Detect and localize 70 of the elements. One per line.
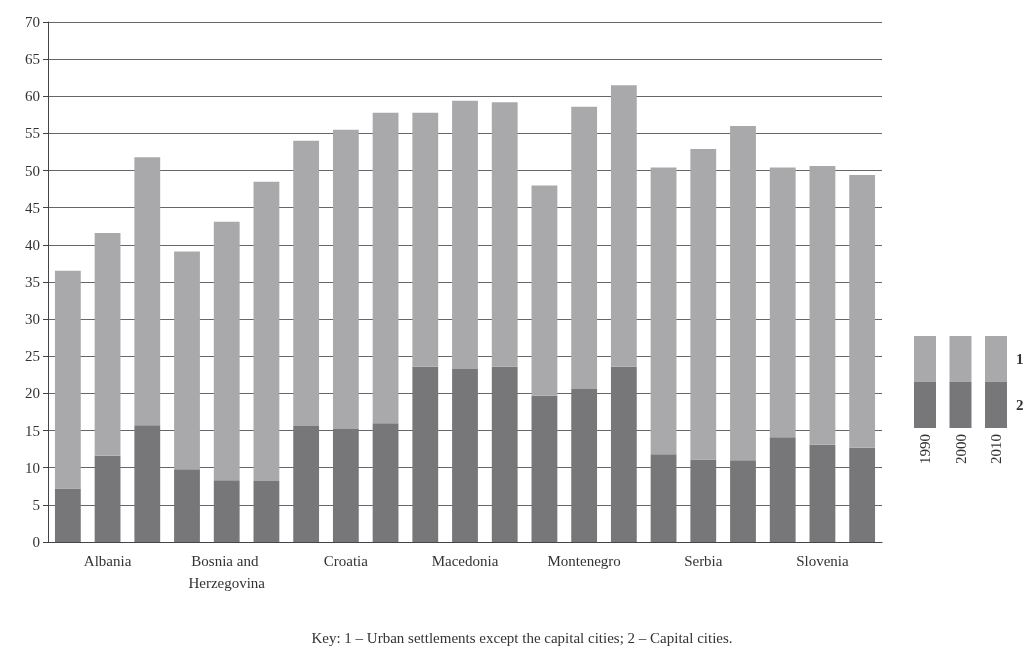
bar — [412, 112, 439, 367]
bar — [690, 459, 717, 542]
bar — [332, 129, 359, 430]
bar — [54, 488, 81, 542]
x-tick-label: Albania — [83, 553, 132, 569]
bar — [849, 175, 876, 448]
y-tick-label: 50 — [25, 162, 40, 179]
bar — [809, 166, 836, 445]
bar — [650, 454, 677, 542]
y-tick-label: 65 — [25, 51, 40, 68]
y-tick-label: 45 — [25, 199, 40, 216]
bar — [491, 102, 518, 367]
bar — [134, 425, 161, 542]
y-tick-label: 55 — [25, 125, 40, 142]
y-tick-label: 60 — [25, 88, 40, 105]
bar — [690, 149, 717, 460]
bar — [213, 221, 240, 481]
bar — [571, 106, 598, 389]
bar — [730, 460, 756, 542]
y-tick-label: 25 — [25, 348, 40, 365]
x-tick-label: Montenegro — [547, 553, 621, 569]
bar — [54, 270, 81, 489]
x-tick-label: Slovenia — [796, 553, 850, 569]
bar — [849, 447, 876, 542]
x-tick-label: Serbia — [684, 553, 723, 569]
y-tick-label: 70 — [25, 14, 40, 30]
y-tick-label: 15 — [25, 422, 40, 439]
y-tick-label: 40 — [25, 236, 40, 253]
x-tick-label: Bosnia and Herzegovina — [188, 553, 266, 591]
bar — [253, 481, 280, 542]
bar — [610, 366, 637, 542]
y-tick-label: 10 — [25, 459, 40, 476]
bar — [769, 437, 796, 542]
bar — [452, 368, 478, 542]
y-tick-label: 0 — [32, 534, 40, 550]
y-tick-label: 20 — [25, 385, 40, 402]
bar — [412, 366, 439, 542]
bar — [253, 181, 280, 482]
bar — [809, 444, 836, 542]
bar — [531, 185, 558, 396]
text: 1990 — [917, 434, 933, 464]
text: 2000 — [952, 434, 969, 464]
text: 2 — [1016, 397, 1024, 413]
bar — [730, 126, 756, 461]
bar — [134, 157, 161, 426]
x-tick-label: Croatia — [323, 553, 369, 569]
bar — [94, 232, 121, 456]
bar — [372, 423, 399, 542]
bar — [332, 429, 359, 542]
y-tick-label: 5 — [32, 496, 40, 513]
bar — [571, 388, 598, 542]
text: 1 — [1016, 351, 1024, 367]
bar — [452, 100, 478, 369]
bar — [293, 426, 320, 542]
bar — [531, 395, 558, 542]
x-tick-label: Macedonia — [431, 553, 499, 569]
bar — [293, 140, 320, 427]
bar — [174, 251, 200, 470]
bar — [650, 167, 677, 455]
y-tick-label: 30 — [25, 311, 40, 328]
text: 2010 — [988, 434, 1004, 464]
bar — [213, 480, 240, 542]
bar — [491, 366, 518, 542]
text: Key: 1 – Urban settlements except the capital cities; 2 – Capital cities. — [311, 629, 733, 646]
bar — [94, 455, 121, 542]
y-tick-label: 35 — [25, 274, 40, 290]
bar — [372, 112, 399, 424]
bar — [610, 85, 637, 367]
bar — [769, 167, 796, 438]
bar — [174, 469, 200, 542]
